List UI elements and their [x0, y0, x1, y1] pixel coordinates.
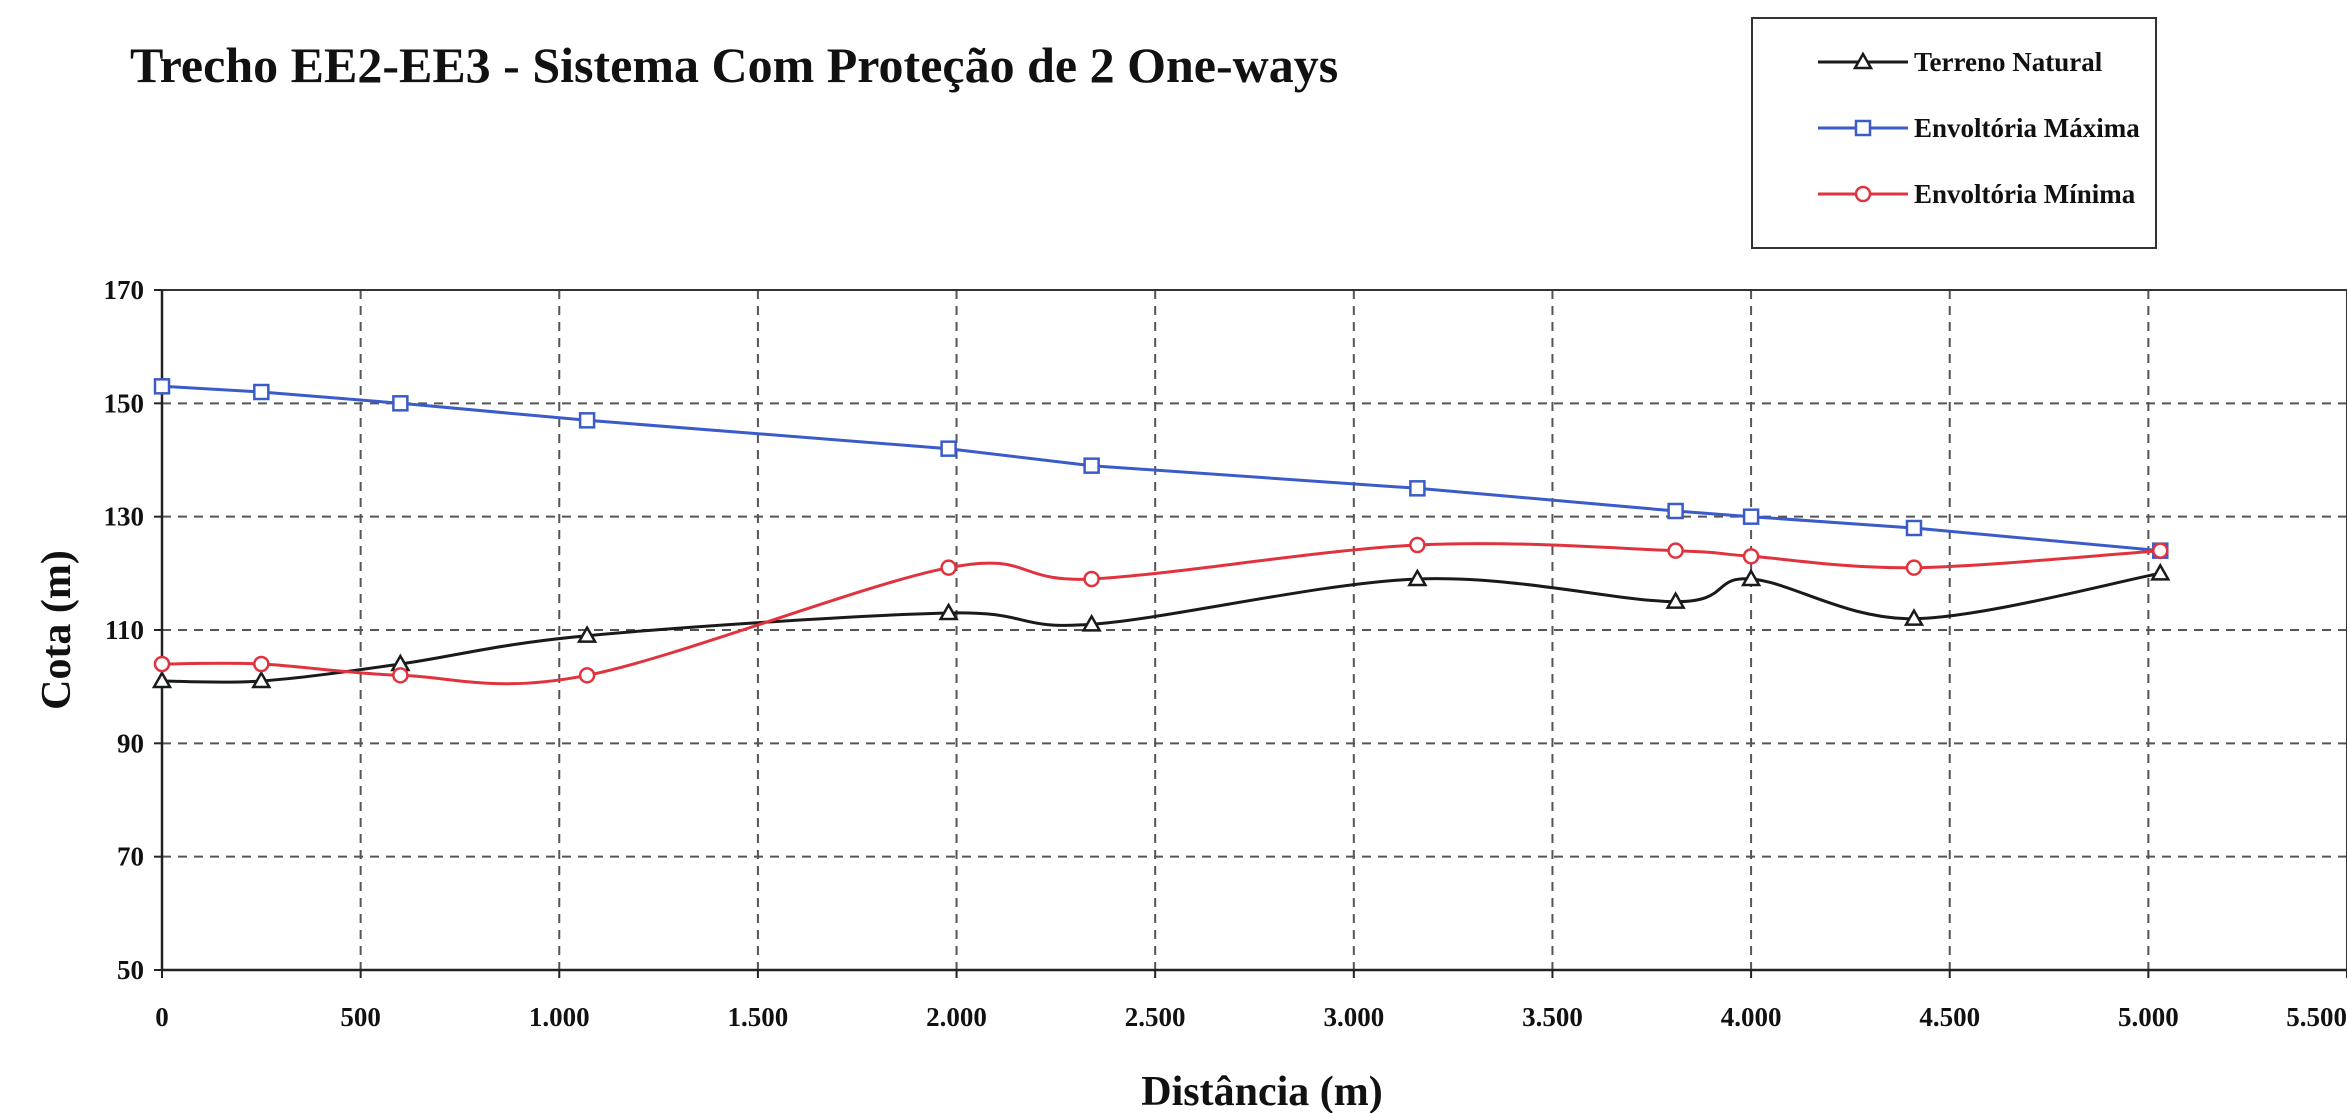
series-line: [161, 542, 2161, 686]
data-point: [153, 378, 171, 395]
y-tick-label: 50: [117, 955, 144, 985]
series-line: [161, 571, 2161, 684]
data-point: [1665, 591, 1686, 609]
data-point: [1083, 570, 1100, 588]
data-point: [1407, 568, 1428, 587]
series: [151, 378, 2171, 689]
data-point: [2150, 562, 2171, 581]
data-point: [2152, 542, 2169, 559]
data-point: [578, 667, 596, 684]
data-point: [1903, 608, 1925, 626]
data-point: [392, 667, 409, 684]
data-point: [1081, 613, 1102, 632]
grid: [162, 290, 2347, 970]
data-point: [1740, 568, 1762, 587]
data-point: [940, 440, 957, 457]
data-point: [151, 670, 173, 689]
data-point: [253, 655, 270, 673]
legend-item: Terreno Natural: [1818, 47, 2103, 77]
y-tick-label: 110: [105, 615, 144, 645]
x-tick-label: 500: [340, 1002, 381, 1032]
data-point: [1409, 536, 1426, 554]
y-axis-ticks: 50 70 90 110 130 150 170: [104, 275, 162, 985]
data-point: [940, 559, 957, 576]
x-tick-label: 1.000: [529, 1002, 590, 1032]
data-point: [251, 670, 272, 689]
y-tick-label: 170: [104, 275, 145, 305]
y-tick-label: 90: [117, 728, 144, 758]
data-point: [1742, 508, 1760, 525]
data-point: [576, 625, 598, 643]
x-tick-label: 2.000: [926, 1002, 987, 1032]
x-axis-title: Distância (m): [1141, 1069, 1382, 1113]
legend-label: Envoltória Máxima: [1914, 113, 2140, 143]
data-point: [1742, 548, 1760, 565]
legend: Terreno Natural Envoltória Máxima Envoltór…: [1751, 17, 2157, 249]
data-point: [1667, 502, 1684, 520]
legend-marker: [1852, 51, 1874, 70]
legend-box: [1751, 17, 2157, 249]
legend-item: Envoltória Máxima: [1818, 113, 2140, 143]
data-point: [253, 383, 270, 401]
data-point: [1667, 542, 1684, 559]
legend-marker: [1854, 119, 1872, 137]
series-1: [153, 378, 2169, 559]
legend-label: Terreno Natural: [1914, 47, 2103, 77]
legend-label: Envoltória Mínima: [1914, 179, 2136, 209]
data-point: [1083, 457, 1100, 474]
y-tick-label: 150: [104, 388, 145, 418]
x-tick-label: 0: [155, 1002, 169, 1032]
data-point: [938, 602, 959, 621]
series-line: [161, 384, 2161, 553]
x-axis-ticks: 0 500 1.000 1.500 2.000 2.500 3.000 3.500 4.000 4…: [155, 970, 2347, 1032]
data-point: [578, 412, 596, 429]
x-tick-label: 4.500: [1919, 1002, 1980, 1032]
legend-item: Envoltória Mínima: [1818, 179, 2136, 209]
y-axis-title: Cota (m): [34, 550, 80, 710]
y-tick-label: 130: [104, 502, 145, 532]
chart-title: Trecho EE2-EE3 - Sistema Com Proteção de…: [130, 37, 1338, 93]
x-tick-label: 5.000: [2118, 1002, 2179, 1032]
legend-marker: [1854, 185, 1872, 203]
x-tick-label: 4.000: [1721, 1002, 1782, 1032]
data-point: [392, 395, 409, 412]
y-tick-label: 70: [117, 842, 144, 872]
data-point: [153, 655, 171, 673]
series-0: [151, 562, 2171, 689]
x-tick-label: 2.500: [1125, 1002, 1186, 1032]
data-point: [1409, 480, 1426, 497]
series-2: [153, 536, 2169, 686]
data-point: [1905, 519, 1923, 537]
x-tick-label: 3.000: [1323, 1002, 1384, 1032]
x-tick-label: 3.500: [1522, 1002, 1583, 1032]
x-tick-label: 1.500: [728, 1002, 789, 1032]
data-point: [1905, 559, 1923, 576]
x-tick-label: 5.500: [2286, 1002, 2347, 1032]
